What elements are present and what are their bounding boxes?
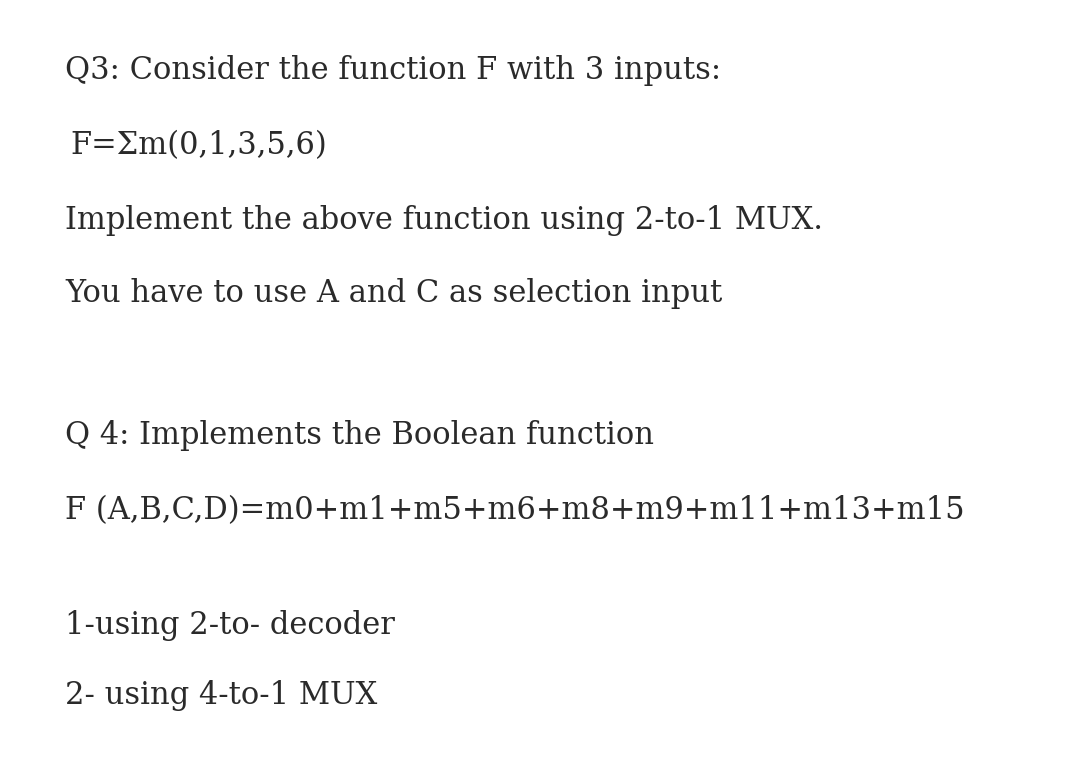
Text: Q3: Consider the function F with 3 inputs:: Q3: Consider the function F with 3 input…	[65, 55, 721, 86]
Text: Q 4: Implements the Boolean function: Q 4: Implements the Boolean function	[65, 420, 654, 451]
Text: You have to use A and C as selection input: You have to use A and C as selection inp…	[65, 278, 723, 309]
Text: 2- using 4-to-1 MUX: 2- using 4-to-1 MUX	[65, 680, 377, 711]
Text: 1-using 2-to- decoder: 1-using 2-to- decoder	[65, 610, 395, 641]
Text: F (A,B,C,D)=m0+m1+m5+m6+m8+m9+m11+m13+m15: F (A,B,C,D)=m0+m1+m5+m6+m8+m9+m11+m13+m1…	[65, 495, 964, 526]
Text: F=Σm(0,1,3,5,6): F=Σm(0,1,3,5,6)	[70, 130, 327, 161]
Text: Implement the above function using 2-to-1 MUX.: Implement the above function using 2-to-…	[65, 205, 823, 236]
